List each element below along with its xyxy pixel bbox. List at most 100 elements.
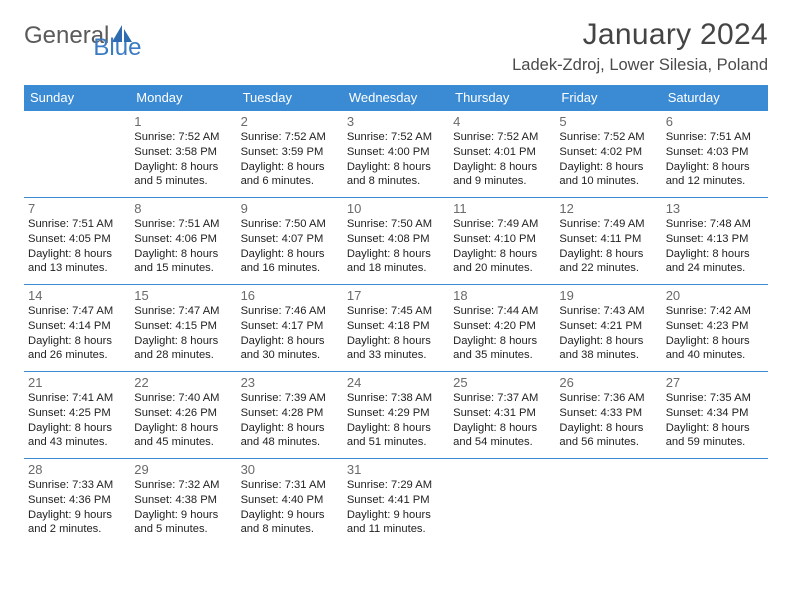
calendar-day-cell: 15Sunrise: 7:47 AMSunset: 4:15 PMDayligh… [130,285,236,372]
day-number: 12 [559,201,656,216]
day-number: 22 [134,375,231,390]
calendar-day-cell: 22Sunrise: 7:40 AMSunset: 4:26 PMDayligh… [130,372,236,459]
logo: General Blue [24,22,179,50]
day-info: Sunrise: 7:42 AMSunset: 4:23 PMDaylight:… [666,304,763,363]
day-info: Sunrise: 7:38 AMSunset: 4:29 PMDaylight:… [347,391,444,450]
calendar-day-cell: 16Sunrise: 7:46 AMSunset: 4:17 PMDayligh… [237,285,343,372]
day-info: Sunrise: 7:51 AMSunset: 4:03 PMDaylight:… [666,130,763,189]
calendar-day-cell [555,459,661,546]
calendar-day-cell: 11Sunrise: 7:49 AMSunset: 4:10 PMDayligh… [449,198,555,285]
day-number: 15 [134,288,231,303]
calendar-day-cell: 19Sunrise: 7:43 AMSunset: 4:21 PMDayligh… [555,285,661,372]
location-text: Ladek-Zdroj, Lower Silesia, Poland [512,56,768,75]
day-number: 26 [559,375,656,390]
day-info: Sunrise: 7:47 AMSunset: 4:15 PMDaylight:… [134,304,231,363]
day-number: 30 [241,462,338,477]
day-info: Sunrise: 7:44 AMSunset: 4:20 PMDaylight:… [453,304,550,363]
calendar-day-cell: 18Sunrise: 7:44 AMSunset: 4:20 PMDayligh… [449,285,555,372]
day-info: Sunrise: 7:52 AMSunset: 4:01 PMDaylight:… [453,130,550,189]
day-info: Sunrise: 7:29 AMSunset: 4:41 PMDaylight:… [347,478,444,537]
day-info: Sunrise: 7:50 AMSunset: 4:08 PMDaylight:… [347,217,444,276]
day-info: Sunrise: 7:47 AMSunset: 4:14 PMDaylight:… [28,304,125,363]
calendar-day-cell: 24Sunrise: 7:38 AMSunset: 4:29 PMDayligh… [343,372,449,459]
day-info: Sunrise: 7:52 AMSunset: 3:58 PMDaylight:… [134,130,231,189]
calendar-day-cell: 5Sunrise: 7:52 AMSunset: 4:02 PMDaylight… [555,111,661,198]
day-info: Sunrise: 7:51 AMSunset: 4:05 PMDaylight:… [28,217,125,276]
weekday-header: Sunday [24,85,130,111]
calendar-day-cell [24,111,130,198]
calendar-page: General Blue January 2024 Ladek-Zdroj, L… [0,0,792,546]
day-number: 21 [28,375,125,390]
weekday-header: Wednesday [343,85,449,111]
calendar-day-cell: 14Sunrise: 7:47 AMSunset: 4:14 PMDayligh… [24,285,130,372]
day-number: 31 [347,462,444,477]
logo-word-2: Blue [93,34,141,62]
calendar-day-cell: 2Sunrise: 7:52 AMSunset: 3:59 PMDaylight… [237,111,343,198]
calendar-day-cell: 7Sunrise: 7:51 AMSunset: 4:05 PMDaylight… [24,198,130,285]
calendar-day-cell: 8Sunrise: 7:51 AMSunset: 4:06 PMDaylight… [130,198,236,285]
calendar-day-cell: 23Sunrise: 7:39 AMSunset: 4:28 PMDayligh… [237,372,343,459]
calendar-day-cell: 31Sunrise: 7:29 AMSunset: 4:41 PMDayligh… [343,459,449,546]
calendar-week-row: 28Sunrise: 7:33 AMSunset: 4:36 PMDayligh… [24,459,768,546]
calendar-week-row: 14Sunrise: 7:47 AMSunset: 4:14 PMDayligh… [24,285,768,372]
calendar-body: 1Sunrise: 7:52 AMSunset: 3:58 PMDaylight… [24,111,768,546]
day-number: 10 [347,201,444,216]
day-number: 29 [134,462,231,477]
day-number: 14 [28,288,125,303]
day-number: 11 [453,201,550,216]
weekday-header: Thursday [449,85,555,111]
day-number: 16 [241,288,338,303]
day-number: 1 [134,114,231,129]
calendar-day-cell: 17Sunrise: 7:45 AMSunset: 4:18 PMDayligh… [343,285,449,372]
calendar-day-cell [662,459,768,546]
day-info: Sunrise: 7:51 AMSunset: 4:06 PMDaylight:… [134,217,231,276]
calendar-day-cell: 21Sunrise: 7:41 AMSunset: 4:25 PMDayligh… [24,372,130,459]
calendar-day-cell: 1Sunrise: 7:52 AMSunset: 3:58 PMDaylight… [130,111,236,198]
day-number: 3 [347,114,444,129]
day-number: 2 [241,114,338,129]
day-info: Sunrise: 7:31 AMSunset: 4:40 PMDaylight:… [241,478,338,537]
day-number: 23 [241,375,338,390]
day-info: Sunrise: 7:35 AMSunset: 4:34 PMDaylight:… [666,391,763,450]
day-number: 19 [559,288,656,303]
calendar-day-cell: 20Sunrise: 7:42 AMSunset: 4:23 PMDayligh… [662,285,768,372]
day-info: Sunrise: 7:36 AMSunset: 4:33 PMDaylight:… [559,391,656,450]
title-block: January 2024 Ladek-Zdroj, Lower Silesia,… [512,18,768,75]
day-number: 17 [347,288,444,303]
day-number: 9 [241,201,338,216]
day-info: Sunrise: 7:41 AMSunset: 4:25 PMDaylight:… [28,391,125,450]
weekday-header-row: SundayMondayTuesdayWednesdayThursdayFrid… [24,85,768,111]
day-number: 25 [453,375,550,390]
day-number: 28 [28,462,125,477]
weekday-header: Tuesday [237,85,343,111]
weekday-header: Monday [130,85,236,111]
calendar-day-cell: 13Sunrise: 7:48 AMSunset: 4:13 PMDayligh… [662,198,768,285]
weekday-header: Friday [555,85,661,111]
calendar-week-row: 21Sunrise: 7:41 AMSunset: 4:25 PMDayligh… [24,372,768,459]
calendar-day-cell: 26Sunrise: 7:36 AMSunset: 4:33 PMDayligh… [555,372,661,459]
day-number: 27 [666,375,763,390]
day-number: 18 [453,288,550,303]
day-info: Sunrise: 7:49 AMSunset: 4:11 PMDaylight:… [559,217,656,276]
day-info: Sunrise: 7:49 AMSunset: 4:10 PMDaylight:… [453,217,550,276]
day-info: Sunrise: 7:52 AMSunset: 4:00 PMDaylight:… [347,130,444,189]
day-info: Sunrise: 7:45 AMSunset: 4:18 PMDaylight:… [347,304,444,363]
day-info: Sunrise: 7:33 AMSunset: 4:36 PMDaylight:… [28,478,125,537]
calendar-day-cell: 3Sunrise: 7:52 AMSunset: 4:00 PMDaylight… [343,111,449,198]
day-number: 6 [666,114,763,129]
day-info: Sunrise: 7:43 AMSunset: 4:21 PMDaylight:… [559,304,656,363]
day-number: 8 [134,201,231,216]
page-title: January 2024 [512,18,768,52]
calendar-day-cell: 28Sunrise: 7:33 AMSunset: 4:36 PMDayligh… [24,459,130,546]
day-info: Sunrise: 7:40 AMSunset: 4:26 PMDaylight:… [134,391,231,450]
calendar-day-cell: 27Sunrise: 7:35 AMSunset: 4:34 PMDayligh… [662,372,768,459]
calendar-day-cell: 9Sunrise: 7:50 AMSunset: 4:07 PMDaylight… [237,198,343,285]
calendar-day-cell: 4Sunrise: 7:52 AMSunset: 4:01 PMDaylight… [449,111,555,198]
calendar-day-cell: 10Sunrise: 7:50 AMSunset: 4:08 PMDayligh… [343,198,449,285]
weekday-header: Saturday [662,85,768,111]
day-number: 13 [666,201,763,216]
day-info: Sunrise: 7:39 AMSunset: 4:28 PMDaylight:… [241,391,338,450]
day-info: Sunrise: 7:46 AMSunset: 4:17 PMDaylight:… [241,304,338,363]
day-info: Sunrise: 7:52 AMSunset: 3:59 PMDaylight:… [241,130,338,189]
day-number: 5 [559,114,656,129]
